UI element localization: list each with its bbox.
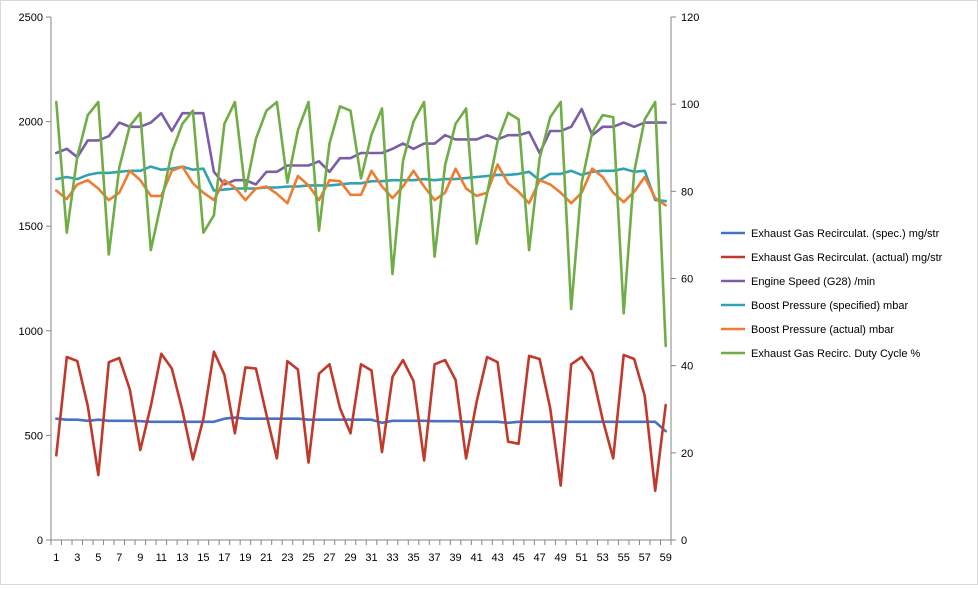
- legend-label: Exhaust Gas Recirculat. (actual) mg/str: [751, 252, 943, 264]
- x-tick-label: 51: [576, 552, 588, 564]
- x-tick-label: 39: [449, 552, 461, 564]
- x-tick-label: 21: [260, 552, 272, 564]
- series-line-1: [54, 416, 668, 433]
- x-tick-label: 11: [156, 552, 167, 564]
- x-tick-label: 35: [407, 552, 419, 564]
- x-tick-label: 29: [344, 552, 356, 564]
- legend-label: Engine Speed (G28) /min: [751, 276, 875, 288]
- x-tick-label: 41: [470, 552, 482, 564]
- x-tick-label: 23: [281, 552, 293, 564]
- y-tick-label: 1000: [19, 326, 43, 338]
- x-tick-label: 15: [197, 552, 209, 564]
- x-tick-label: 43: [491, 552, 503, 564]
- x-tick-label: 49: [555, 552, 567, 564]
- x-tick-label: 25: [302, 552, 314, 564]
- x-tick-label: 33: [386, 552, 398, 564]
- x-tick-label: 47: [534, 552, 546, 564]
- x-tick-label: 5: [95, 552, 101, 564]
- x-tick-label: 59: [660, 552, 672, 564]
- y2-tick-label: 80: [681, 186, 693, 198]
- x-tick-label: 57: [639, 552, 651, 564]
- legend-label: Exhaust Gas Recirc. Duty Cycle %: [751, 348, 921, 360]
- x-tick-label: 17: [218, 552, 230, 564]
- x-tick-label: 45: [513, 552, 525, 564]
- x-tick-label: 53: [597, 552, 609, 564]
- y-tick-label: 2000: [19, 117, 43, 129]
- y2-tick-label: 20: [681, 448, 693, 460]
- x-tick-label: 55: [618, 552, 630, 564]
- y-tick-label: 2500: [19, 12, 43, 24]
- legend-label: Exhaust Gas Recirculat. (spec.) mg/str: [751, 228, 940, 240]
- y2-tick-label: 120: [681, 12, 699, 24]
- x-tick-label: 19: [239, 552, 251, 564]
- y-tick-label: 500: [25, 430, 43, 442]
- y2-tick-label: 60: [681, 274, 693, 286]
- y-tick-label: 1500: [19, 221, 43, 233]
- x-tick-label: 7: [116, 552, 122, 564]
- legend-label: Boost Pressure (actual) mbar: [751, 324, 894, 336]
- x-tick-label: 3: [74, 552, 80, 564]
- y-tick-label: 0: [37, 535, 43, 547]
- x-tick-label: 31: [365, 552, 377, 564]
- y2-tick-label: 100: [681, 99, 699, 111]
- x-tick-label: 13: [176, 552, 188, 564]
- x-tick-label: 27: [323, 552, 335, 564]
- y2-tick-label: 40: [681, 361, 693, 373]
- x-tick-label: 9: [137, 552, 143, 564]
- legend-label: Boost Pressure (specified) mbar: [751, 300, 908, 312]
- y2-tick-label: 0: [681, 535, 687, 547]
- series-line-2: [54, 350, 668, 493]
- series-line-6: [54, 100, 668, 348]
- x-tick-label: 1: [53, 552, 59, 564]
- series-line-3: [54, 107, 668, 186]
- x-tick-label: 37: [428, 552, 440, 564]
